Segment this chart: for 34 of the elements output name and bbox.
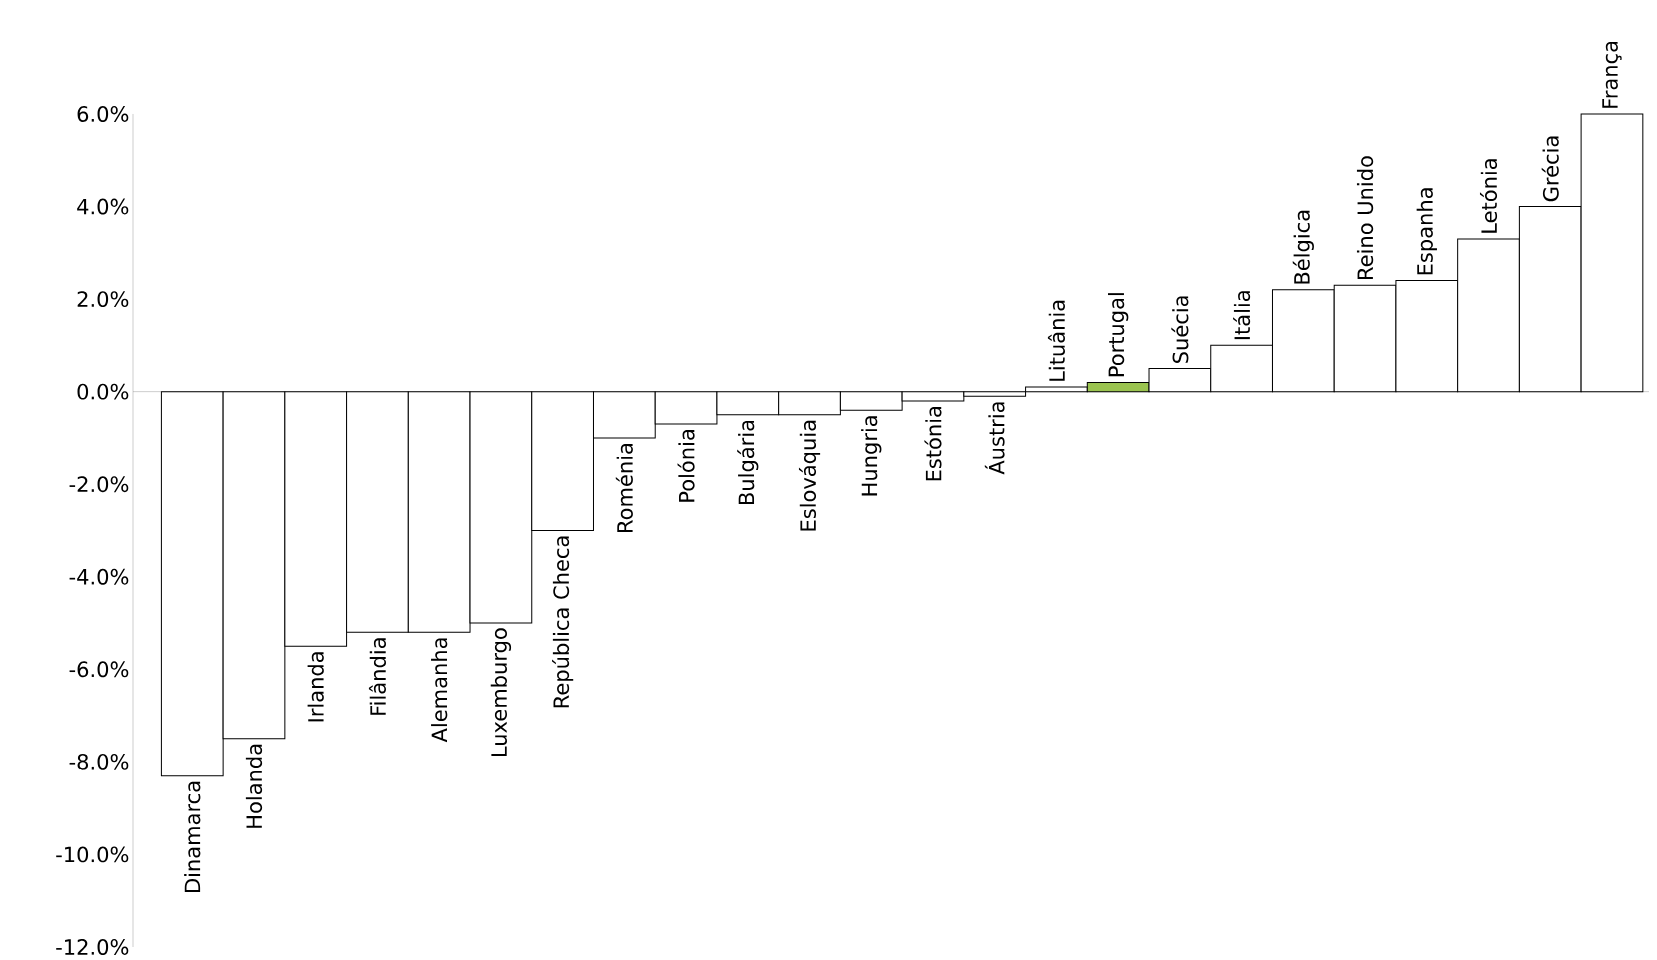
x-tick-label: Roménia: [615, 444, 633, 532]
x-tick-label: Bulgária: [737, 420, 759, 505]
y-tick-label: 6.0%: [77, 106, 129, 122]
x-tick-label: Estónia: [924, 407, 942, 481]
y-tick-label: -10.0%: [56, 846, 129, 863]
x-tick-label: Luxemburgo: [490, 628, 512, 757]
x-tick-label: Grécia: [1541, 136, 1559, 202]
x-tick-label: Letónia: [1479, 159, 1498, 233]
y-tick-label: -4.0%: [69, 568, 129, 585]
y-tick-label: -6.0%: [69, 661, 129, 678]
x-tick-label: Itália: [1233, 291, 1251, 340]
x-tick-label: Holanda: [245, 744, 263, 828]
x-tick-label: Hungria: [861, 416, 882, 496]
x-tick-label: França: [1602, 41, 1622, 108]
y-tick-label: -2.0%: [69, 476, 129, 493]
x-tick-label: Lituânia: [1047, 300, 1065, 381]
x-tick-label: Portugal: [1108, 293, 1129, 377]
x-tick-label: Alemanha: [431, 638, 448, 743]
x-tick-label: Eslováquia: [798, 420, 821, 531]
x-tick-label: Suécia: [1171, 296, 1189, 363]
y-tick-label: -8.0%: [69, 753, 129, 770]
x-tick-label: República Checa: [552, 536, 574, 708]
x-tick-label: Espanha: [1416, 188, 1437, 275]
x-tick-label: Filândia: [368, 638, 386, 715]
x-tick-label: Polónia: [677, 430, 695, 502]
x-tick-label: Áustria: [984, 402, 1005, 475]
y-tick-label: 0.0%: [77, 383, 129, 400]
y-tick-label: 4.0%: [77, 198, 129, 215]
x-tick-label: Bélgica: [1292, 210, 1314, 284]
x-tick-label: Irlanda: [307, 652, 324, 722]
x-tick-label: Reino Unido: [1356, 156, 1374, 279]
y-tick-label: -12.0%: [56, 939, 129, 955]
x-tick-label: Dinamarca: [184, 781, 201, 892]
y-tick-label: 2.0%: [77, 291, 129, 308]
